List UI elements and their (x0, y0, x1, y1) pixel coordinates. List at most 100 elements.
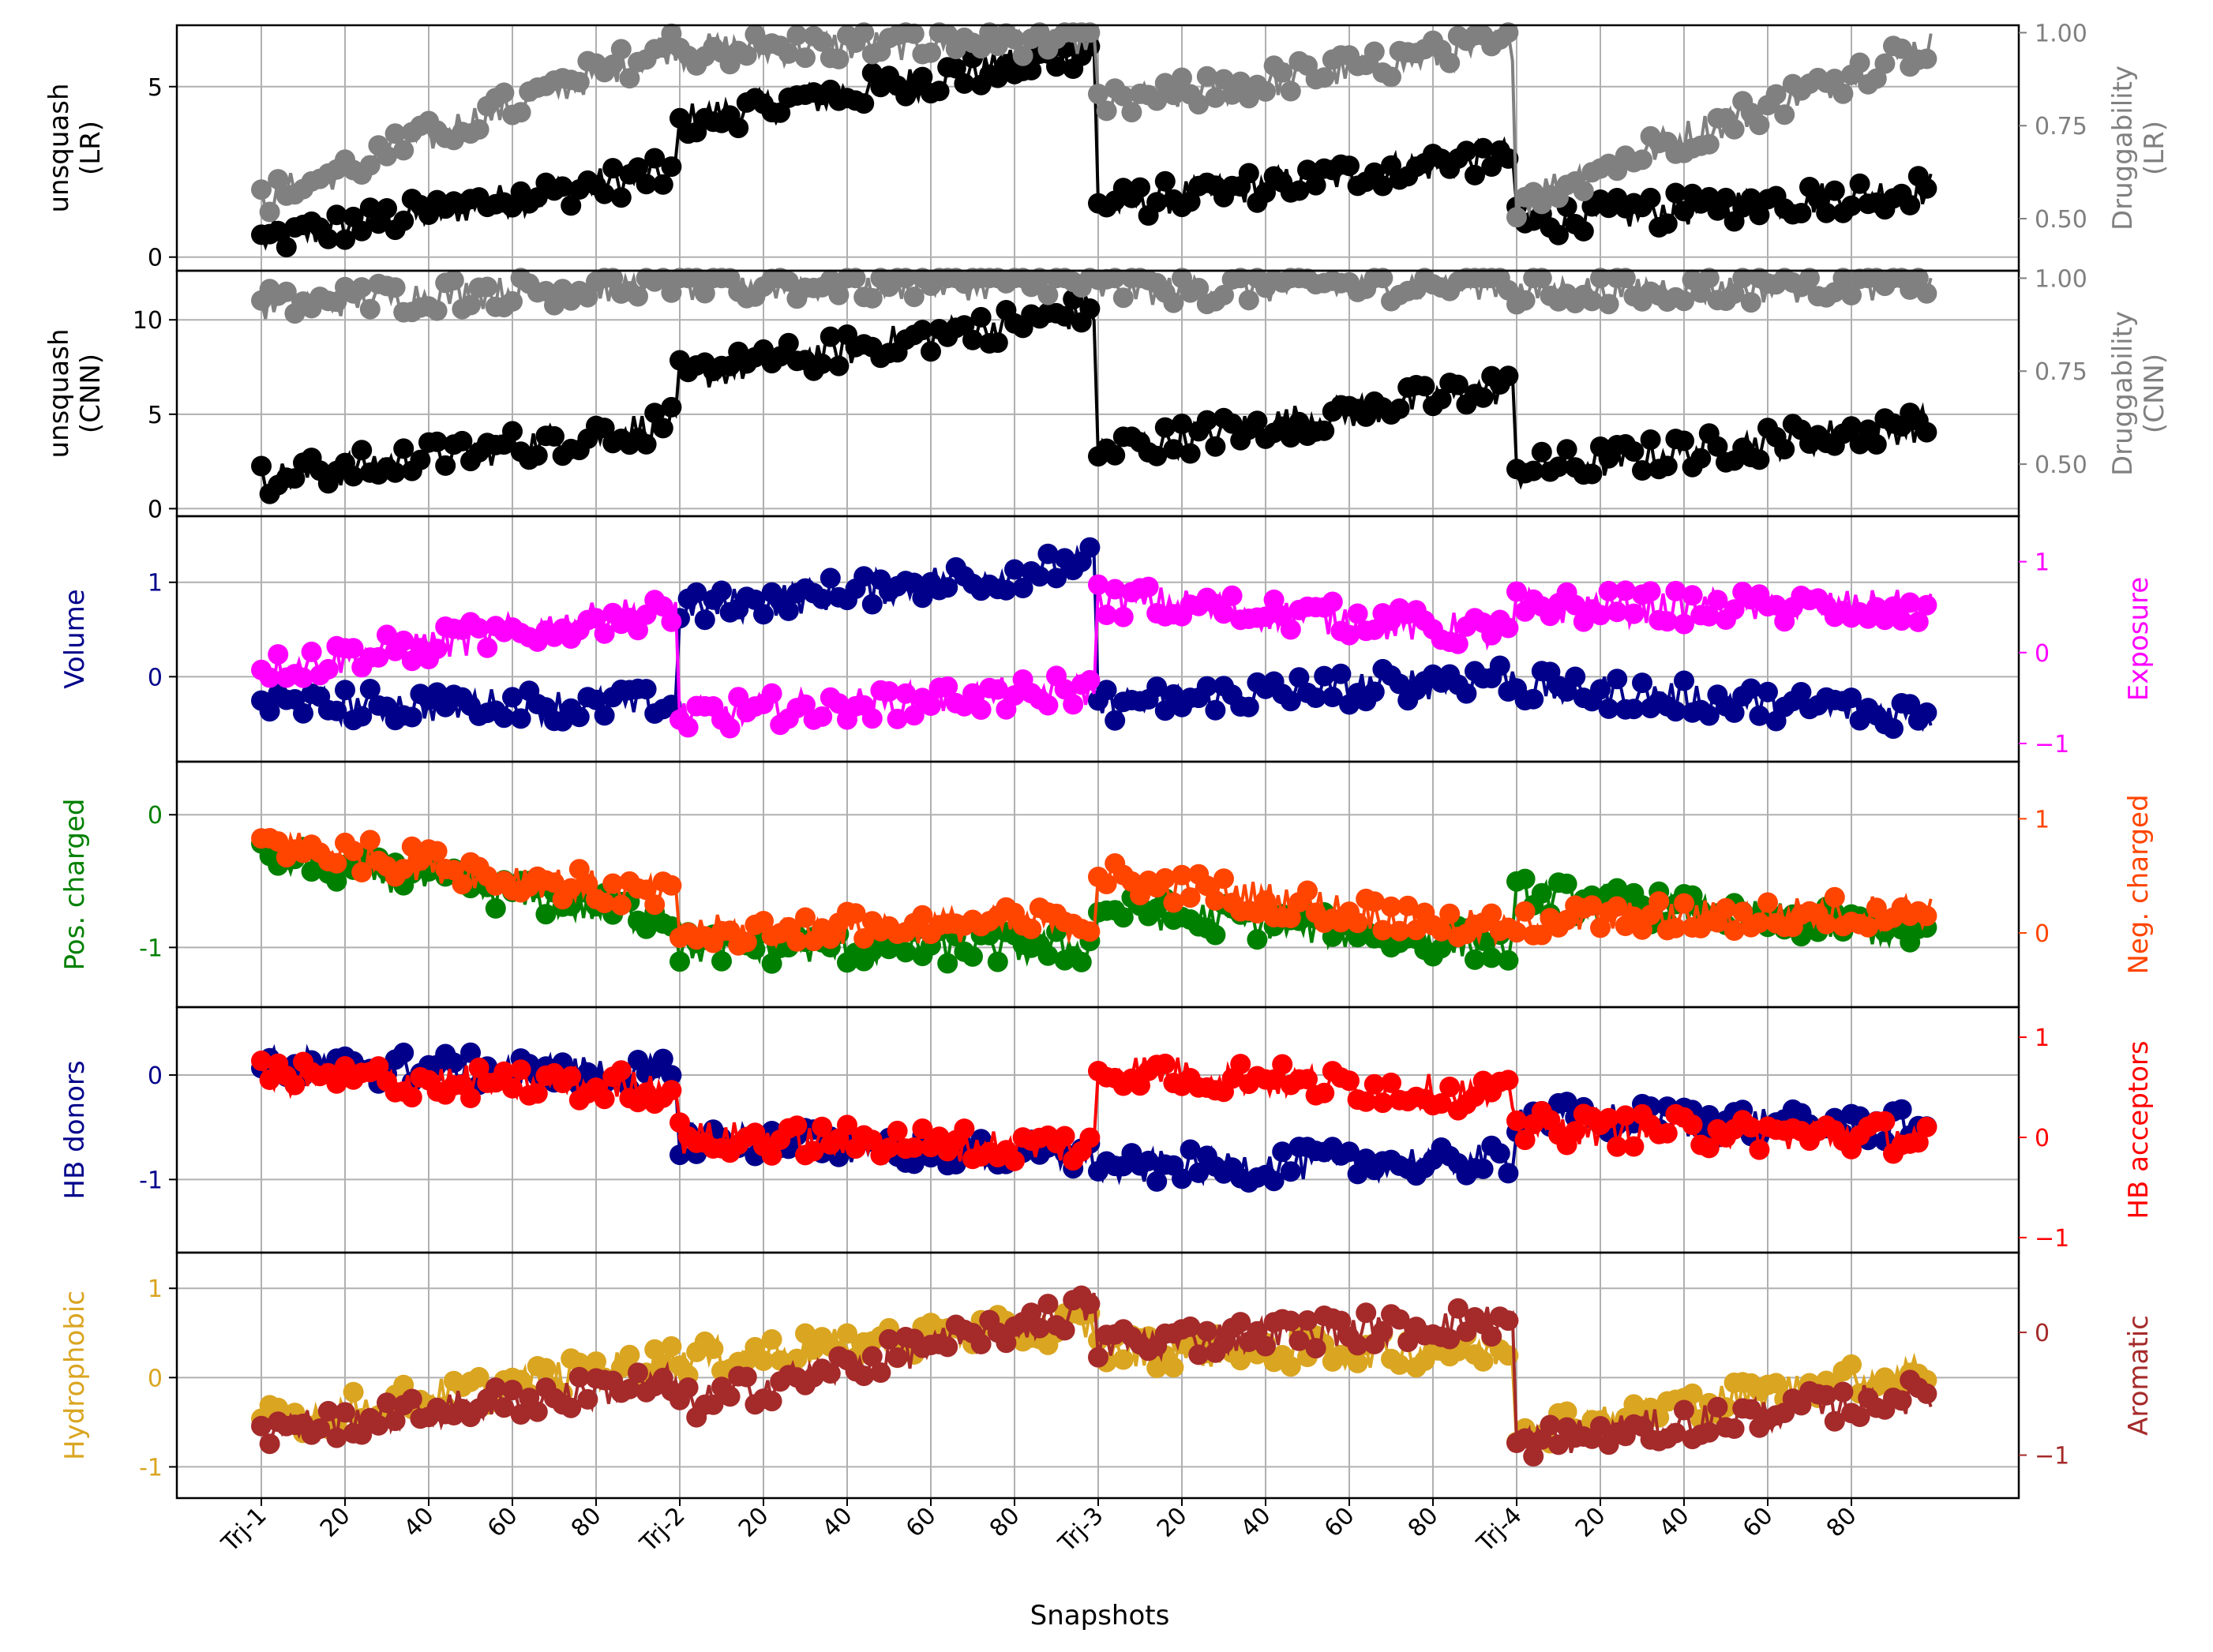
data-point (443, 270, 464, 290)
data-point (820, 928, 841, 950)
data-point (1799, 268, 1820, 289)
data-point (1230, 1054, 1251, 1075)
data-point (1363, 1073, 1385, 1095)
volume-right-axis-label: Exposure (2123, 577, 2155, 701)
data-point (970, 1333, 992, 1354)
data-point (1757, 892, 1778, 913)
data-point (359, 155, 381, 176)
data-point (962, 946, 983, 967)
data-point (1481, 903, 1502, 924)
data-point (502, 421, 523, 442)
data-point (1832, 83, 1854, 104)
data-point (359, 830, 381, 851)
data-point (1297, 1069, 1318, 1090)
data-point (1724, 599, 1745, 620)
data-point (853, 22, 875, 43)
data-point (1180, 443, 1201, 464)
data-point (1548, 456, 1569, 478)
data-point (1255, 182, 1276, 203)
data-point (577, 1388, 598, 1410)
data-point (1037, 284, 1059, 305)
data-point (1397, 895, 1419, 916)
data-point (1004, 559, 1025, 580)
data-point (1339, 624, 1360, 646)
data-point (1682, 1383, 1703, 1404)
data-point (1280, 619, 1301, 640)
data-point (1607, 160, 1628, 182)
data-point (954, 73, 975, 94)
data-point (468, 618, 489, 639)
data-point (377, 145, 397, 167)
data-point (510, 1059, 531, 1081)
data-point (1029, 22, 1050, 43)
data-point (719, 1386, 741, 1407)
data-point (1272, 62, 1293, 83)
data-point (351, 440, 373, 461)
svg-text:Neg. charged: Neg. charged (2123, 794, 2155, 974)
data-point (1205, 890, 1226, 911)
data-point (1581, 290, 1603, 312)
data-point (1656, 455, 1678, 477)
data-point (1447, 374, 1468, 395)
data-point (1381, 66, 1401, 88)
data-point (326, 871, 347, 892)
data-point (1607, 1136, 1628, 1157)
data-point (861, 1346, 883, 1367)
data-point (1640, 581, 1661, 602)
data-point (477, 276, 498, 298)
data-point (1431, 1093, 1452, 1114)
data-point (1180, 191, 1201, 212)
data-point (677, 717, 699, 738)
data-point (661, 875, 682, 896)
data-point (1724, 920, 1745, 941)
data-point (1146, 1171, 1168, 1192)
data-point (1280, 1161, 1301, 1182)
data-point (1255, 81, 1276, 102)
data-point (861, 287, 883, 309)
data-point (293, 667, 313, 688)
data-point (1347, 1335, 1368, 1356)
data-point (1531, 882, 1552, 904)
left-tick-label: 1 (148, 570, 163, 597)
data-point (1749, 204, 1770, 226)
data-point (1439, 52, 1461, 73)
data-point (1556, 439, 1577, 460)
data-point (1314, 67, 1335, 88)
data-point (1063, 694, 1084, 715)
data-point (1314, 420, 1335, 441)
data-point (912, 66, 933, 88)
data-point (1305, 174, 1326, 196)
data-point (326, 204, 347, 226)
data-point (1079, 1293, 1101, 1314)
data-point (1716, 897, 1736, 919)
data-point (1288, 667, 1310, 688)
data-point (1004, 685, 1025, 706)
data-point (1263, 1171, 1285, 1192)
data-point (1339, 1141, 1360, 1163)
data-point (1196, 1320, 1217, 1342)
data-point (1180, 1316, 1201, 1337)
right-tick-label: 0 (2035, 1320, 2050, 1347)
data-point (1514, 901, 1536, 922)
data-point (284, 468, 306, 489)
data-point (1506, 581, 1527, 602)
data-point (619, 1378, 640, 1399)
data-point (1263, 1069, 1285, 1090)
data-point (786, 1115, 808, 1137)
data-point (1866, 68, 1887, 89)
right-tick-label: 1.00 (2035, 265, 2087, 293)
data-point (887, 1347, 908, 1368)
data-point (728, 118, 749, 139)
data-point (1740, 1399, 1761, 1420)
data-point (1907, 268, 1929, 289)
data-point (1381, 1072, 1401, 1093)
svg-text:Hydrophobic: Hydrophobic (59, 1291, 91, 1460)
data-point (1698, 1422, 1720, 1443)
svg-text:Volume: Volume (59, 589, 91, 688)
data-point (644, 1339, 666, 1360)
data-point (987, 679, 1008, 700)
data-point (377, 1392, 397, 1414)
data-point (761, 1144, 782, 1166)
data-point (1498, 1163, 1519, 1184)
data-point (1439, 1328, 1461, 1350)
